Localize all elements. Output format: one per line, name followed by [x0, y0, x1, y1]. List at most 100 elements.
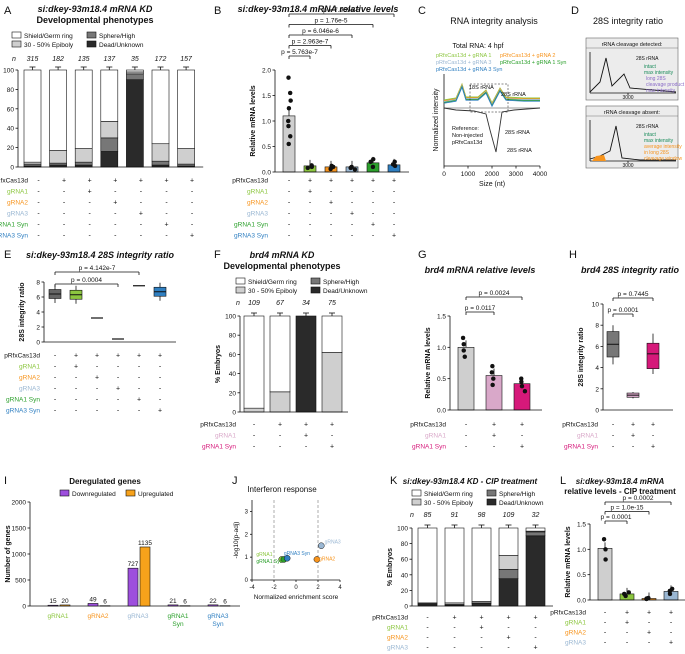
panel-letter: D — [571, 5, 579, 17]
panel-b-datapoint — [310, 163, 314, 167]
panel-l-pvalue: p = 0.0001 — [601, 514, 632, 521]
grid-sign: + — [625, 610, 629, 617]
panel-f-legend-swatch — [311, 278, 320, 284]
panel-c-legend-line: pRfxCas13d + gRNA 2 — [500, 53, 556, 59]
panel-b-y-tick-label: 1.5 — [262, 93, 271, 100]
panel-b-datapoint — [287, 106, 291, 110]
grid-sign: - — [330, 233, 333, 240]
panel-i-legend-label: Downregulated — [72, 491, 116, 498]
panel-k-n-label: n — [410, 512, 414, 519]
grid-sign: + — [631, 422, 635, 429]
grid-sign: - — [117, 375, 120, 382]
panel-k-bar-segment — [472, 528, 491, 601]
grid-sign: - — [480, 645, 483, 652]
panel-k-bar-segment — [526, 528, 545, 531]
panel-a-bar-segment — [75, 162, 92, 165]
grid-sign: + — [392, 178, 396, 185]
panel-h-box — [647, 343, 659, 368]
panel-g-datapoint — [490, 364, 494, 368]
grid-sign: - — [75, 397, 78, 404]
panel-i-bar-value: 727 — [128, 561, 139, 568]
grid-sign: - — [165, 211, 168, 218]
panel-k-legend-label: Sphere/High — [499, 491, 536, 498]
grid-sign: - — [54, 397, 57, 404]
panel-i-x-label: gRNA2 — [88, 613, 109, 620]
panel-a-y-tick-label: 60 — [7, 106, 15, 113]
grid-sign: + — [88, 178, 92, 185]
panel-b-datapoint — [289, 99, 293, 103]
grid-sign: - — [114, 233, 117, 240]
row-label: gRNA1 Syn — [0, 222, 28, 229]
panel-j-x-tick-label: 0 — [294, 585, 298, 591]
panel-k-legend-label: Dead/Unknown — [499, 500, 544, 507]
grid-sign: - — [604, 610, 607, 617]
panel-l-y-tick-label: 0.5 — [577, 572, 586, 579]
panel-d-tick-label: 3000 — [622, 163, 633, 169]
grid-sign: - — [138, 364, 141, 371]
panel-h-pvalue: p = 0.0001 — [608, 307, 639, 314]
grid-sign: + — [350, 211, 354, 218]
grid-sign: + — [88, 189, 92, 196]
grid-sign: - — [75, 386, 78, 393]
grid-sign: - — [54, 408, 57, 415]
panel-b-datapoint — [287, 142, 291, 146]
panel-a-n-value: 135 — [78, 56, 90, 63]
grid-sign: - — [140, 233, 143, 240]
panel-k-legend-swatch — [412, 499, 421, 505]
grid-sign: + — [190, 178, 194, 185]
panel-f-y-label: % Embryos — [215, 345, 222, 383]
row-label: gRNA3 Syn — [234, 233, 268, 240]
panel-i-bar-value: 22 — [209, 598, 217, 605]
panel-c-x-tick-label: 3000 — [509, 171, 524, 178]
grid-sign: - — [288, 200, 291, 207]
panel-g-pvalue: p = 0.0117 — [465, 305, 496, 312]
grid-sign: + — [113, 200, 117, 207]
grid-sign: + — [158, 408, 162, 415]
panel-e-pvalue: p = 4.142e-7 — [79, 265, 116, 272]
grid-sign: + — [533, 645, 537, 652]
grid-sign: + — [139, 211, 143, 218]
row-label: gRNA1 — [387, 625, 408, 632]
panel-j-point-label: gRNA2 — [319, 557, 335, 563]
panel-g-datapoint — [461, 336, 465, 340]
panel-h-y-tick-label: 8 — [595, 323, 599, 330]
panel-d-label: 28S rRNA — [636, 56, 659, 62]
panel-j-x-tick-label: -2 — [271, 585, 277, 591]
grid-sign: - — [288, 178, 291, 185]
panel-i-y-tick-label: 1500 — [12, 526, 27, 533]
panel-h-y-tick-label: 0 — [595, 408, 599, 415]
panel-f-n-value: 75 — [328, 300, 336, 307]
grid-sign: - — [63, 233, 66, 240]
grid-sign: - — [75, 408, 78, 415]
grid-sign: - — [351, 189, 354, 196]
grid-sign: - — [604, 620, 607, 627]
grid-sign: + — [62, 178, 66, 185]
panel-c-reference-label: pRfxCas13d — [452, 140, 482, 146]
panel-l-datapoint — [670, 587, 674, 591]
grid-sign: - — [89, 222, 92, 229]
panel-b-datapoint — [349, 166, 353, 170]
panel-i-bar-value: 49 — [89, 596, 97, 603]
panel-f-y-tick-label: 40 — [229, 371, 237, 378]
grid-sign: - — [37, 211, 40, 218]
grid-sign: + — [95, 353, 99, 360]
panel-k-legend-swatch — [412, 490, 421, 496]
panel-k-bar-segment — [499, 555, 518, 569]
panel-e-y-tick-label: 8 — [36, 280, 40, 287]
row-label: gRNA3 Syn — [0, 233, 28, 240]
grid-sign: - — [393, 211, 396, 218]
panel-b-y-tick-label: 0.0 — [262, 170, 271, 177]
row-label: gRNA3 — [247, 211, 268, 218]
grid-sign: - — [612, 444, 615, 451]
panel-f-y-tick-label: 100 — [225, 314, 236, 321]
grid-sign: + — [669, 610, 673, 617]
panel-b-pvalue: p = 1.76e-5 — [314, 18, 347, 25]
panel-l-datapoint — [604, 547, 608, 551]
grid-sign: - — [330, 189, 333, 196]
panel-f-subtitle: Developmental phenotypes — [223, 261, 340, 271]
panel-f-legend-label: Sphere/High — [323, 279, 360, 286]
panel-f-bar-segment — [244, 408, 264, 412]
panel-l-bar — [598, 548, 612, 600]
row-label: gRNA2 — [387, 635, 408, 642]
grid-sign: - — [426, 645, 429, 652]
